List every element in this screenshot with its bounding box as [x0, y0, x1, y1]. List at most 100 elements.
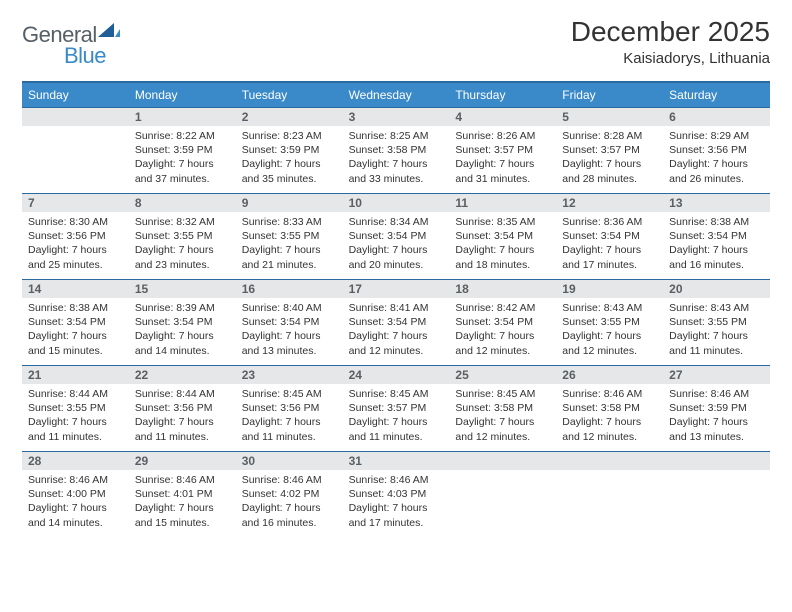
dow-saturday: Saturday [663, 83, 770, 107]
day-details: Sunrise: 8:46 AMSunset: 4:02 PMDaylight:… [236, 470, 343, 536]
daylight-text-1: Daylight: 7 hours [242, 157, 337, 171]
day-number: 21 [22, 365, 129, 384]
day-number: 20 [663, 279, 770, 298]
sunset-text: Sunset: 4:00 PM [28, 487, 123, 501]
day-cell: 9Sunrise: 8:33 AMSunset: 3:55 PMDaylight… [236, 193, 343, 279]
day-cell: 5Sunrise: 8:28 AMSunset: 3:57 PMDaylight… [556, 107, 663, 193]
daylight-text-1: Daylight: 7 hours [135, 415, 230, 429]
title-block: December 2025 Kaisiadorys, Lithuania [571, 16, 770, 67]
sunset-text: Sunset: 3:55 PM [242, 229, 337, 243]
daylight-text-1: Daylight: 7 hours [135, 157, 230, 171]
day-number: 5 [556, 107, 663, 126]
day-number: 17 [343, 279, 450, 298]
sunrise-text: Sunrise: 8:30 AM [28, 215, 123, 229]
day-number: 11 [449, 193, 556, 212]
calendar: Sunday Monday Tuesday Wednesday Thursday… [22, 81, 770, 537]
sunrise-text: Sunrise: 8:22 AM [135, 129, 230, 143]
daylight-text-2: and 11 minutes. [242, 430, 337, 444]
day-number: 7 [22, 193, 129, 212]
sunrise-text: Sunrise: 8:43 AM [669, 301, 764, 315]
day-details: Sunrise: 8:34 AMSunset: 3:54 PMDaylight:… [343, 212, 450, 278]
day-number: 16 [236, 279, 343, 298]
day-details: Sunrise: 8:33 AMSunset: 3:55 PMDaylight:… [236, 212, 343, 278]
day-details: Sunrise: 8:46 AMSunset: 4:01 PMDaylight:… [129, 470, 236, 536]
daylight-text-1: Daylight: 7 hours [562, 329, 657, 343]
sunset-text: Sunset: 3:54 PM [455, 315, 550, 329]
sunrise-text: Sunrise: 8:25 AM [349, 129, 444, 143]
day-cell: 11Sunrise: 8:35 AMSunset: 3:54 PMDayligh… [449, 193, 556, 279]
day-cell: 17Sunrise: 8:41 AMSunset: 3:54 PMDayligh… [343, 279, 450, 365]
day-number: 19 [556, 279, 663, 298]
day-details [22, 126, 129, 135]
daylight-text-1: Daylight: 7 hours [28, 415, 123, 429]
sunset-text: Sunset: 3:54 PM [349, 315, 444, 329]
week-row: 14Sunrise: 8:38 AMSunset: 3:54 PMDayligh… [22, 279, 770, 365]
dow-monday: Monday [129, 83, 236, 107]
daylight-text-2: and 25 minutes. [28, 258, 123, 272]
sunset-text: Sunset: 3:57 PM [562, 143, 657, 157]
sunset-text: Sunset: 3:55 PM [135, 229, 230, 243]
dow-wednesday: Wednesday [343, 83, 450, 107]
day-cell: 1Sunrise: 8:22 AMSunset: 3:59 PMDaylight… [129, 107, 236, 193]
day-number: 28 [22, 451, 129, 470]
day-details: Sunrise: 8:32 AMSunset: 3:55 PMDaylight:… [129, 212, 236, 278]
sunrise-text: Sunrise: 8:38 AM [669, 215, 764, 229]
day-details: Sunrise: 8:29 AMSunset: 3:56 PMDaylight:… [663, 126, 770, 192]
day-details: Sunrise: 8:41 AMSunset: 3:54 PMDaylight:… [343, 298, 450, 364]
sunrise-text: Sunrise: 8:45 AM [349, 387, 444, 401]
sunrise-text: Sunrise: 8:46 AM [242, 473, 337, 487]
daylight-text-1: Daylight: 7 hours [349, 243, 444, 257]
daylight-text-1: Daylight: 7 hours [28, 243, 123, 257]
day-number: 14 [22, 279, 129, 298]
sunset-text: Sunset: 3:58 PM [349, 143, 444, 157]
daylight-text-1: Daylight: 7 hours [135, 329, 230, 343]
day-cell [556, 451, 663, 537]
weeks-container: 1Sunrise: 8:22 AMSunset: 3:59 PMDaylight… [22, 107, 770, 537]
sunset-text: Sunset: 3:56 PM [135, 401, 230, 415]
daylight-text-2: and 11 minutes. [28, 430, 123, 444]
day-cell: 10Sunrise: 8:34 AMSunset: 3:54 PMDayligh… [343, 193, 450, 279]
sunset-text: Sunset: 4:02 PM [242, 487, 337, 501]
day-cell: 26Sunrise: 8:46 AMSunset: 3:58 PMDayligh… [556, 365, 663, 451]
header: GeneralBlue December 2025 Kaisiadorys, L… [22, 16, 770, 69]
day-number [22, 107, 129, 126]
daylight-text-1: Daylight: 7 hours [669, 329, 764, 343]
sunset-text: Sunset: 3:56 PM [669, 143, 764, 157]
sunrise-text: Sunrise: 8:35 AM [455, 215, 550, 229]
day-details: Sunrise: 8:43 AMSunset: 3:55 PMDaylight:… [663, 298, 770, 364]
day-cell: 2Sunrise: 8:23 AMSunset: 3:59 PMDaylight… [236, 107, 343, 193]
sunrise-text: Sunrise: 8:44 AM [28, 387, 123, 401]
daylight-text-1: Daylight: 7 hours [669, 157, 764, 171]
sunset-text: Sunset: 3:56 PM [242, 401, 337, 415]
day-number: 31 [343, 451, 450, 470]
sunrise-text: Sunrise: 8:46 AM [562, 387, 657, 401]
day-number: 12 [556, 193, 663, 212]
daylight-text-1: Daylight: 7 hours [242, 329, 337, 343]
day-cell: 19Sunrise: 8:43 AMSunset: 3:55 PMDayligh… [556, 279, 663, 365]
sunset-text: Sunset: 3:59 PM [242, 143, 337, 157]
day-number: 22 [129, 365, 236, 384]
day-cell: 7Sunrise: 8:30 AMSunset: 3:56 PMDaylight… [22, 193, 129, 279]
daylight-text-2: and 12 minutes. [562, 344, 657, 358]
daylight-text-2: and 18 minutes. [455, 258, 550, 272]
sunrise-text: Sunrise: 8:28 AM [562, 129, 657, 143]
sunrise-text: Sunrise: 8:26 AM [455, 129, 550, 143]
sunset-text: Sunset: 3:59 PM [135, 143, 230, 157]
day-number: 3 [343, 107, 450, 126]
day-details: Sunrise: 8:38 AMSunset: 3:54 PMDaylight:… [22, 298, 129, 364]
daylight-text-2: and 23 minutes. [135, 258, 230, 272]
day-details: Sunrise: 8:40 AMSunset: 3:54 PMDaylight:… [236, 298, 343, 364]
day-number: 15 [129, 279, 236, 298]
sunset-text: Sunset: 3:59 PM [669, 401, 764, 415]
sunrise-text: Sunrise: 8:29 AM [669, 129, 764, 143]
daylight-text-1: Daylight: 7 hours [349, 329, 444, 343]
day-cell: 21Sunrise: 8:44 AMSunset: 3:55 PMDayligh… [22, 365, 129, 451]
daylight-text-2: and 15 minutes. [135, 516, 230, 530]
daylight-text-1: Daylight: 7 hours [135, 501, 230, 515]
daylight-text-2: and 37 minutes. [135, 172, 230, 186]
sunrise-text: Sunrise: 8:36 AM [562, 215, 657, 229]
day-details: Sunrise: 8:45 AMSunset: 3:57 PMDaylight:… [343, 384, 450, 450]
day-number: 27 [663, 365, 770, 384]
day-cell [22, 107, 129, 193]
sunrise-text: Sunrise: 8:46 AM [669, 387, 764, 401]
